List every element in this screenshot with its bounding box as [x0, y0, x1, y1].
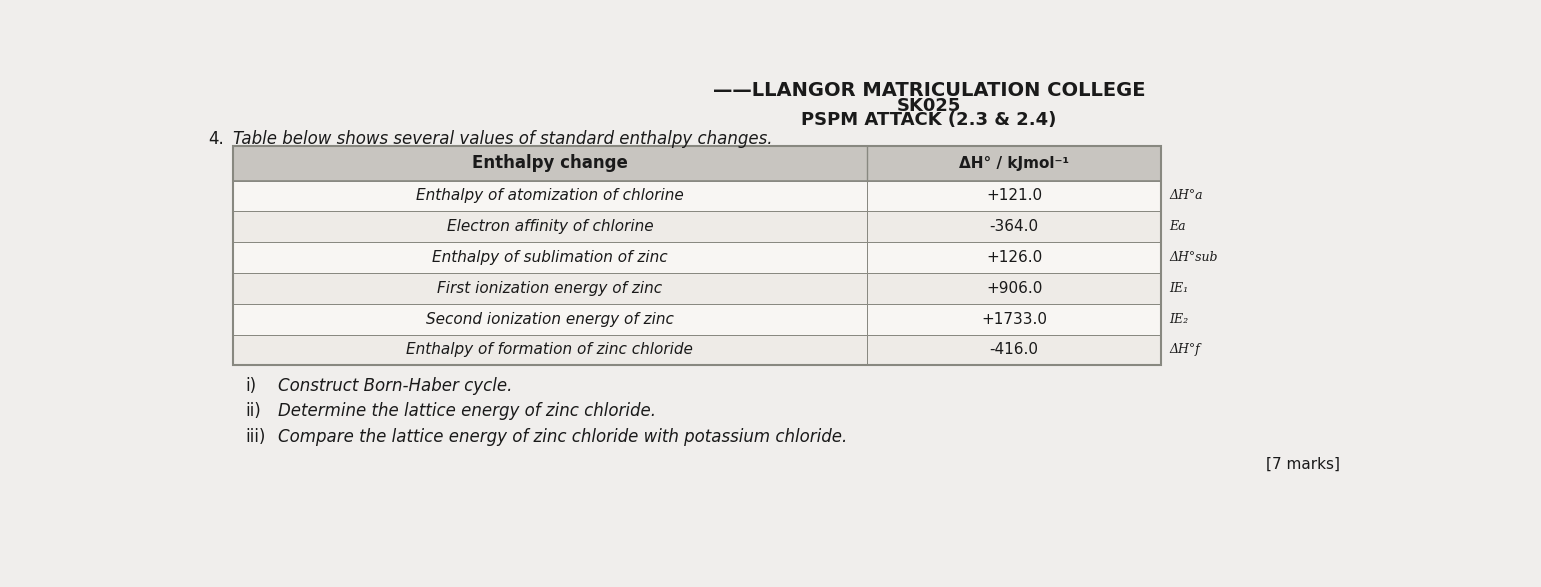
Text: Table below shows several values of standard enthalpy changes.: Table below shows several values of stan… [233, 130, 772, 148]
Text: Enthalpy of formation of zinc chloride: Enthalpy of formation of zinc chloride [407, 342, 693, 357]
Bar [868, 211, 1162, 242]
Text: ΔH°sub: ΔH°sub [1170, 251, 1217, 264]
Bar [233, 273, 868, 303]
Bar [868, 242, 1162, 273]
Text: +906.0: +906.0 [986, 281, 1042, 296]
Bar [233, 335, 868, 365]
Bar [233, 303, 868, 335]
Bar [233, 181, 868, 211]
Text: ii): ii) [245, 402, 260, 420]
Text: Compare the lattice energy of zinc chloride with potassium chloride.: Compare the lattice energy of zinc chlor… [277, 428, 848, 446]
Text: Determine the lattice energy of zinc chloride.: Determine the lattice energy of zinc chl… [277, 402, 656, 420]
Bar [868, 335, 1162, 365]
Text: ΔH°a: ΔH°a [1170, 190, 1202, 203]
Text: -364.0: -364.0 [989, 220, 1039, 234]
Text: First ionization energy of zinc: First ionization energy of zinc [438, 281, 663, 296]
Text: IE₁: IE₁ [1170, 282, 1188, 295]
Text: Enthalpy of sublimation of zinc: Enthalpy of sublimation of zinc [431, 250, 667, 265]
Text: +126.0: +126.0 [986, 250, 1042, 265]
Text: Electron affinity of chlorine: Electron affinity of chlorine [447, 220, 653, 234]
Bar [233, 146, 1162, 181]
Text: i): i) [245, 377, 256, 395]
Text: Enthalpy change: Enthalpy change [472, 154, 627, 172]
Text: PSPM ATTACK (2.3 & 2.4): PSPM ATTACK (2.3 & 2.4) [801, 112, 1057, 129]
Text: Ea: Ea [1170, 220, 1185, 233]
Text: Enthalpy of atomization of chlorine: Enthalpy of atomization of chlorine [416, 188, 684, 204]
Text: ΔH°f: ΔH°f [1170, 343, 1200, 356]
Text: +121.0: +121.0 [986, 188, 1042, 204]
Text: -416.0: -416.0 [989, 342, 1039, 357]
Text: ——LLANGOR MATRICULATION COLLEGE: ——LLANGOR MATRICULATION COLLEGE [712, 81, 1145, 100]
Text: SK025: SK025 [897, 97, 962, 114]
Bar [868, 303, 1162, 335]
Text: +1733.0: +1733.0 [982, 312, 1048, 326]
Bar [233, 211, 868, 242]
Text: 4.: 4. [208, 130, 223, 148]
Bar [868, 181, 1162, 211]
Text: iii): iii) [245, 428, 265, 446]
Text: Second ionization energy of zinc: Second ionization energy of zinc [425, 312, 673, 326]
Text: Construct Born-Haber cycle.: Construct Born-Haber cycle. [277, 377, 512, 395]
Bar [233, 146, 1162, 365]
Text: IE₂: IE₂ [1170, 313, 1188, 326]
Bar [233, 242, 868, 273]
Text: ΔH° / kJmol⁻¹: ΔH° / kJmol⁻¹ [959, 156, 1069, 171]
Text: [7 marks]: [7 marks] [1265, 457, 1339, 472]
Bar [868, 273, 1162, 303]
